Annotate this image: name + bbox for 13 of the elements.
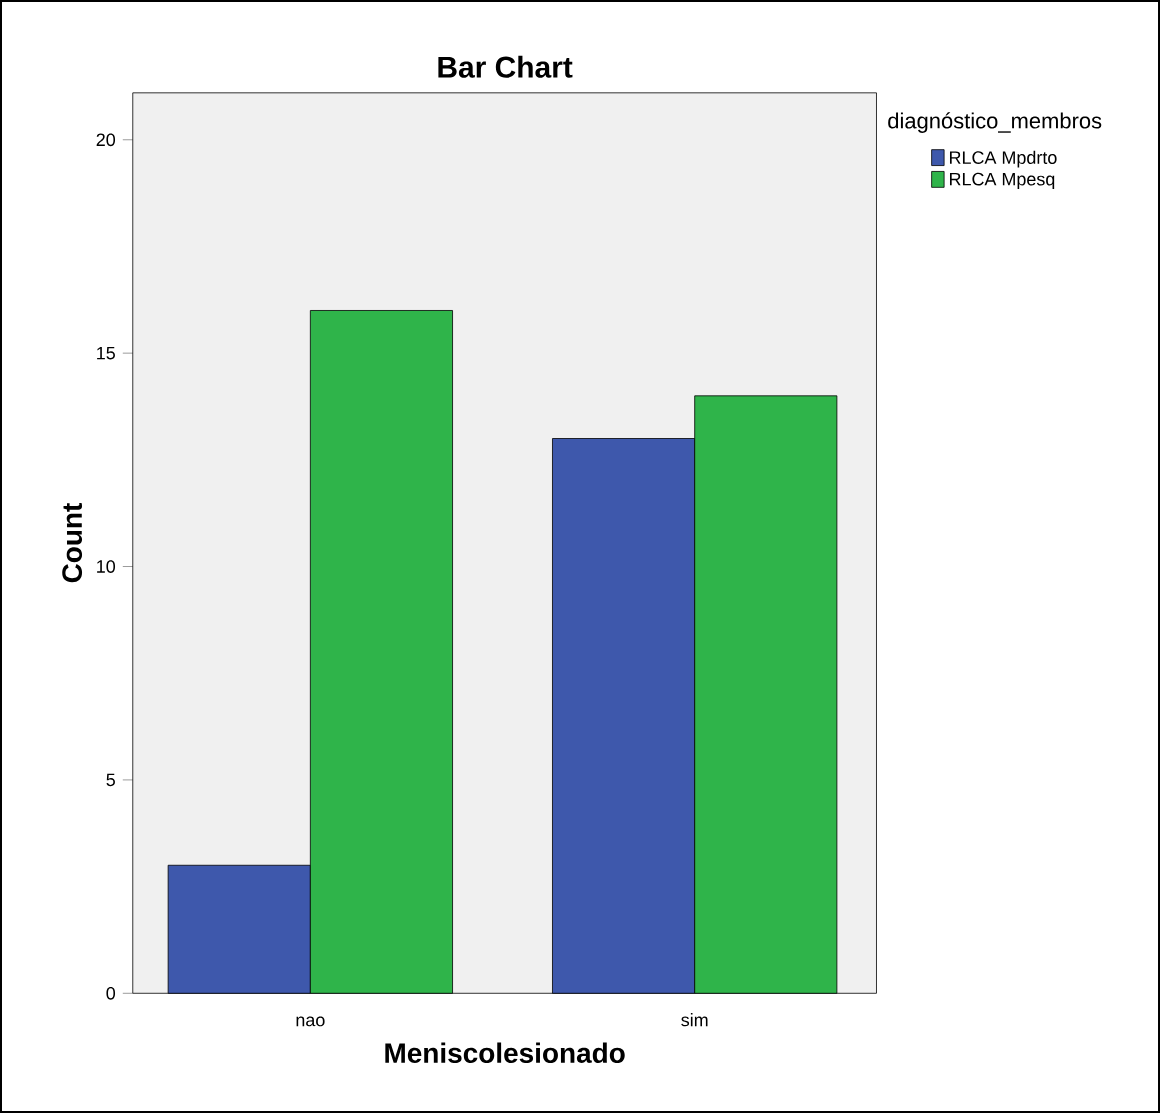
legend-title: diagnóstico_membros — [888, 112, 1102, 133]
y-tick-label: 20 — [96, 133, 116, 147]
y-tick-label: 5 — [106, 773, 115, 787]
y-tick-label: 10 — [97, 560, 116, 573]
x-tick-label: nao — [296, 1016, 325, 1027]
y-tick-label: 15 — [97, 346, 115, 360]
y-axis-title: Count — [62, 503, 83, 583]
x-tick-label: sim — [681, 1013, 708, 1027]
y-tick-label: 0 — [106, 986, 116, 1000]
x-axis-title: Meniscolesionado — [385, 1042, 625, 1063]
legend-label: RLCA Mpdrto — [949, 150, 1057, 168]
chart-title: Bar Chart — [438, 55, 573, 78]
legend-label: RLCA Mpesq — [949, 172, 1055, 189]
